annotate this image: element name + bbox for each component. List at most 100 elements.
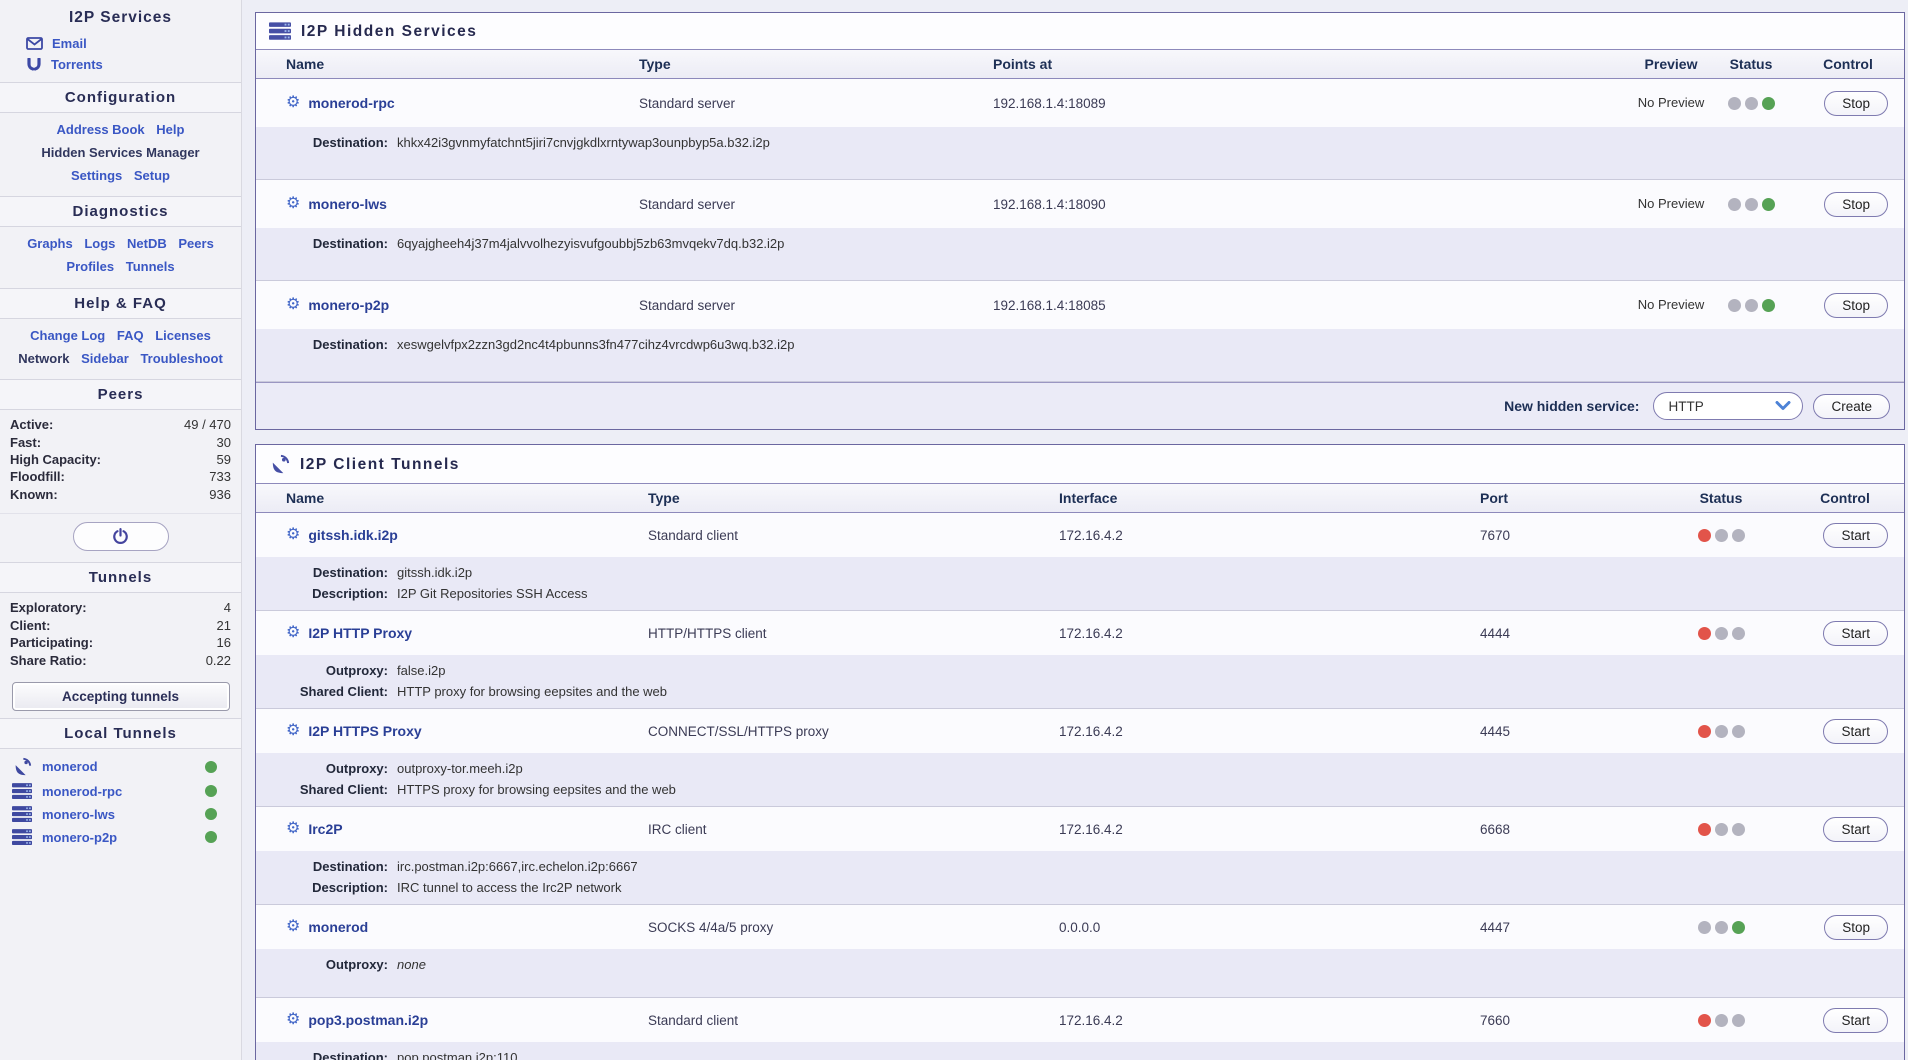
gear-icon[interactable]: ⚙ [286, 195, 301, 212]
panel-title: I2P Hidden Services [301, 22, 478, 40]
table-row: ⚙ Irc2P IRC client 172.16.4.2 6668 Start [256, 807, 1904, 852]
status-dot [1727, 298, 1741, 312]
start-button[interactable]: Start [1823, 816, 1888, 842]
stop-button[interactable]: Stop [1824, 292, 1888, 318]
col-type: Type [648, 490, 680, 506]
detail-label: Destination: [312, 337, 388, 352]
shutdown-button[interactable] [72, 522, 169, 552]
tunnels-stats: Exploratory: 4 Client: 21 Participating: 16… [0, 593, 241, 673]
stop-button[interactable]: Stop [1824, 191, 1888, 217]
gear-icon[interactable]: ⚙ [286, 722, 301, 740]
client-tunnel-row: ⚙ pop3.postman.i2p Standard client 172.16… [256, 998, 1904, 1060]
client-tunnels-header: I2P Client Tunnels [256, 445, 1904, 483]
local-tunnel-link[interactable]: monerod-rpc [42, 783, 123, 799]
col-status: Status [1699, 490, 1743, 506]
link-logs[interactable]: Logs [84, 236, 116, 252]
link-profiles[interactable]: Profiles [66, 259, 115, 274]
create-button[interactable]: Create [1813, 393, 1890, 419]
link-peers[interactable]: Peers [178, 236, 214, 252]
status-dot [1697, 528, 1711, 542]
satellite-dish-icon [272, 454, 290, 474]
stop-button[interactable]: Stop [1824, 90, 1888, 116]
tunnel-name-link[interactable]: monerod [308, 919, 369, 936]
link-graphs[interactable]: Graphs [27, 236, 73, 252]
local-tunnel-link[interactable]: monero-lws [42, 806, 115, 822]
link-hidden-services-manager[interactable]: Hidden Services Manager [41, 144, 200, 160]
link-netdb[interactable]: NetDB [127, 236, 167, 252]
tunnel-name-link[interactable]: monerod-rpc [308, 95, 395, 111]
start-button[interactable]: Start [1823, 620, 1888, 646]
gear-icon[interactable]: ⚙ [286, 820, 301, 838]
link-troubleshoot[interactable]: Troubleshoot [140, 350, 223, 366]
local-tunnel-monero-p2p: monero-p2p [8, 826, 233, 849]
status-dot [1761, 197, 1775, 211]
stop-button[interactable]: Stop [1824, 914, 1888, 940]
email-icon [26, 37, 43, 50]
link-tunnels[interactable]: Tunnels [125, 259, 175, 274]
link-help[interactable]: Help [156, 122, 185, 137]
tunnel-type: HTTP/HTTPS client [648, 625, 767, 641]
accepting-tunnels-button[interactable]: Accepting tunnels [11, 681, 230, 711]
col-control: Control [1823, 56, 1873, 72]
points-at: 192.168.1.4:18089 [993, 95, 1106, 111]
gear-icon[interactable]: ⚙ [286, 296, 301, 313]
tunnel-details: Destination: khkx42i3gvnmyfatchnt5jiri7cn… [256, 127, 1904, 179]
outproxy-value: outproxy-tor.meeh.i2p [397, 761, 523, 777]
tunnel-name-link[interactable]: gitssh.idk.i2p [308, 527, 398, 543]
gear-icon[interactable]: ⚙ [286, 918, 301, 936]
interface-value: 172.16.4.2 [1059, 527, 1123, 543]
status-dots [1656, 822, 1786, 836]
tunnel-details: Destination: gitssh.idk.i2p Description: I… [256, 557, 1904, 611]
gear-icon[interactable]: ⚙ [286, 624, 301, 642]
preview-status: No Preview [1637, 195, 1705, 211]
stat-client: Client: 21 [10, 617, 231, 633]
link-network[interactable]: Network [18, 350, 70, 366]
server-icon [10, 783, 34, 800]
link-change-log[interactable]: Change Log [30, 327, 106, 343]
table-row: ⚙ I2P HTTP Proxy HTTP/HTTPS client 172.16… [256, 611, 1904, 656]
sidebar-item-email[interactable]: Email [0, 33, 241, 54]
local-tunnel-link[interactable]: monero-p2p [42, 829, 118, 845]
tunnel-name-link[interactable]: monero-lws [308, 196, 387, 212]
status-dot [1731, 920, 1745, 934]
link-sidebar[interactable]: Sidebar [81, 350, 129, 366]
gear-icon[interactable]: ⚙ [286, 1011, 301, 1029]
hidden-service-type-select[interactable]: HTTP [1653, 392, 1804, 420]
hidden-services-panel: I2P Hidden Services Name Type Points at … [255, 12, 1905, 430]
outproxy-value: false.i2p [397, 663, 446, 679]
start-button[interactable]: Start [1823, 1007, 1888, 1033]
sidebar-item-torrents[interactable]: Torrents [0, 54, 241, 75]
gear-icon[interactable]: ⚙ [286, 526, 301, 543]
server-stack-icon [269, 22, 291, 40]
link-faq[interactable]: FAQ [116, 327, 144, 343]
stat-share-ratio: Share Ratio: 0.22 [10, 652, 231, 668]
interface-value: 172.16.4.2 [1059, 625, 1123, 641]
port-value: 7670 [1480, 527, 1511, 543]
col-interface: Interface [1059, 490, 1118, 506]
destination-value: gitssh.idk.i2p [397, 565, 473, 580]
link-settings[interactable]: Settings [70, 167, 123, 183]
status-dots [1710, 197, 1792, 211]
detail-label: Destination: [312, 565, 388, 580]
gear-icon[interactable]: ⚙ [286, 94, 301, 111]
tunnel-details: Destination: xeswgelvfpx2zzn3gd2nc4t4pbun… [256, 329, 1904, 381]
start-button[interactable]: Start [1823, 718, 1888, 744]
client-tunnels-column-headers: Name Type Interface Port Status Control [256, 483, 1904, 513]
tunnel-name-link[interactable]: pop3.postman.i2p [308, 1012, 429, 1029]
tunnel-details: Outproxy: outproxy-tor.meeh.i2p Shared Cl… [256, 753, 1904, 807]
status-dot [1744, 197, 1758, 211]
tunnel-name-link[interactable]: monero-p2p [308, 297, 390, 313]
link-address-book[interactable]: Address Book [56, 122, 145, 137]
start-button[interactable]: Start [1823, 522, 1888, 548]
tunnel-details: Destination: irc.postman.i2p:6667,irc.ech… [256, 851, 1904, 905]
tunnel-name-link[interactable]: I2P HTTPS Proxy [308, 723, 422, 740]
tunnel-name-link[interactable]: I2P HTTP Proxy [308, 625, 413, 642]
tunnel-type: Standard server [639, 196, 736, 212]
link-licenses[interactable]: Licenses [155, 327, 211, 343]
local-tunnel-link[interactable]: monerod [42, 759, 98, 775]
tunnel-name-link[interactable]: Irc2P [308, 821, 343, 838]
status-dot [1697, 822, 1711, 836]
status-dot [1714, 626, 1728, 640]
link-setup[interactable]: Setup [133, 167, 171, 183]
